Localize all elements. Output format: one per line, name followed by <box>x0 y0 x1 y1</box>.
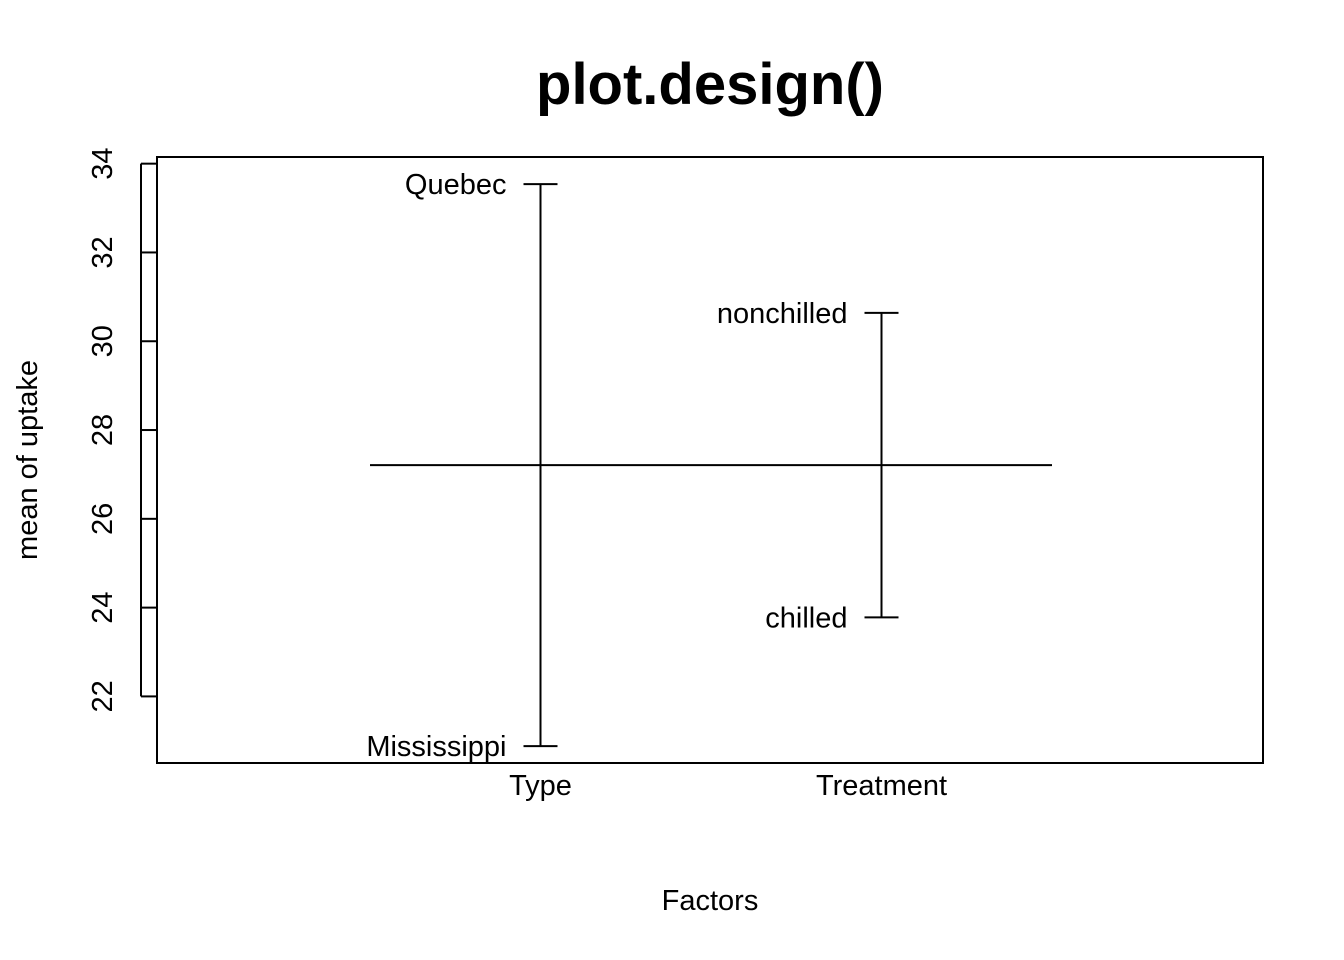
level-label: nonchilled <box>717 298 848 330</box>
level-label: Mississippi <box>366 731 506 763</box>
y-tick-label: 28 <box>87 414 119 446</box>
y-tick-label: 32 <box>87 236 119 268</box>
y-tick-label: 24 <box>87 591 119 623</box>
y-tick-label: 26 <box>87 503 119 535</box>
factor-label: Type <box>509 770 572 802</box>
plot-frame <box>156 156 1264 764</box>
y-axis-label: mean of uptake <box>12 360 44 560</box>
y-tick-label: 34 <box>87 148 119 180</box>
chart-title: plot.design() <box>536 52 884 117</box>
level-label: Quebec <box>405 169 507 201</box>
x-axis-label: Factors <box>662 885 759 917</box>
level-label: chilled <box>765 602 847 634</box>
y-axis: 22 24 26 28 30 32 34 <box>87 148 157 713</box>
y-tick-label: 30 <box>87 325 119 357</box>
factor-label: Treatment <box>816 770 947 802</box>
y-tick-label: 22 <box>87 680 119 712</box>
